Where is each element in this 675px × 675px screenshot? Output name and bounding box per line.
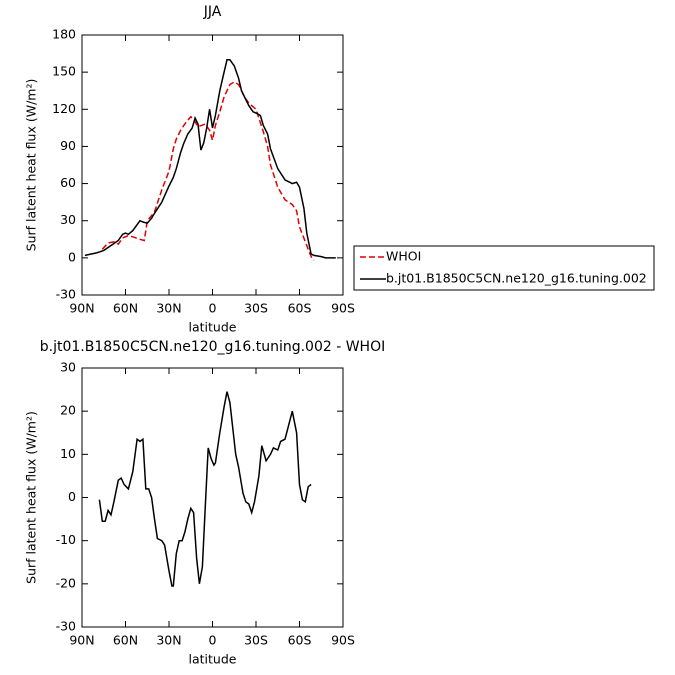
y-tick-label: -10 (56, 532, 76, 547)
chart-title: JJA (203, 4, 222, 20)
x-tick-label: 60N (113, 633, 138, 648)
x-tick-label: 0 (209, 633, 217, 648)
x-tick-label: 60S (288, 633, 312, 648)
y-tick-label: -30 (56, 287, 76, 302)
y-tick-label: 180 (52, 27, 76, 42)
x-tick-label: 90N (69, 633, 94, 648)
y-tick-label: 20 (60, 403, 76, 418)
x-tick-label: 30N (156, 633, 181, 648)
y-tick-label: -20 (56, 575, 76, 590)
y-tick-label: 60 (60, 175, 76, 190)
x-tick-label: 0 (209, 301, 217, 316)
x-tick-label: 60N (113, 301, 138, 316)
plot-frame (81, 367, 344, 628)
plot-frame (81, 34, 344, 296)
x-tick-label: 90N (69, 301, 94, 316)
data-line (101, 81, 315, 261)
y-axis-label: Surf latent heat flux (W/m²) (24, 411, 39, 584)
y-tick-label: 0 (68, 489, 76, 504)
legend-label: WHOI (386, 249, 421, 264)
x-tick-label: 30S (244, 633, 268, 648)
data-line (98, 391, 312, 587)
x-tick-label: 90S (331, 633, 355, 648)
y-tick-label: 90 (60, 138, 76, 153)
y-tick-label: 0 (68, 249, 76, 264)
x-axis-label: latitude (189, 652, 237, 667)
x-tick-label: 30S (244, 301, 268, 316)
legend-box (353, 245, 655, 291)
y-tick-label: 120 (52, 101, 76, 116)
y-axis-label: Surf latent heat flux (W/m²) (24, 79, 39, 252)
y-tick-label: 30 (60, 212, 76, 227)
legend-label: b.jt01.B1850C5CN.ne120_g16.tuning.002 (386, 271, 647, 286)
y-tick-label: 10 (60, 446, 76, 461)
x-axis-label: latitude (189, 320, 237, 335)
x-tick-label: 60S (288, 301, 312, 316)
x-tick-label: 30N (156, 301, 181, 316)
data-line (84, 59, 336, 259)
y-tick-label: -30 (56, 619, 76, 634)
y-tick-label: 30 (60, 360, 76, 375)
y-tick-label: 150 (52, 64, 76, 79)
x-tick-label: 90S (331, 301, 355, 316)
chart-title: b.jt01.B1850C5CN.ne120_g16.tuning.002 - … (40, 339, 385, 355)
